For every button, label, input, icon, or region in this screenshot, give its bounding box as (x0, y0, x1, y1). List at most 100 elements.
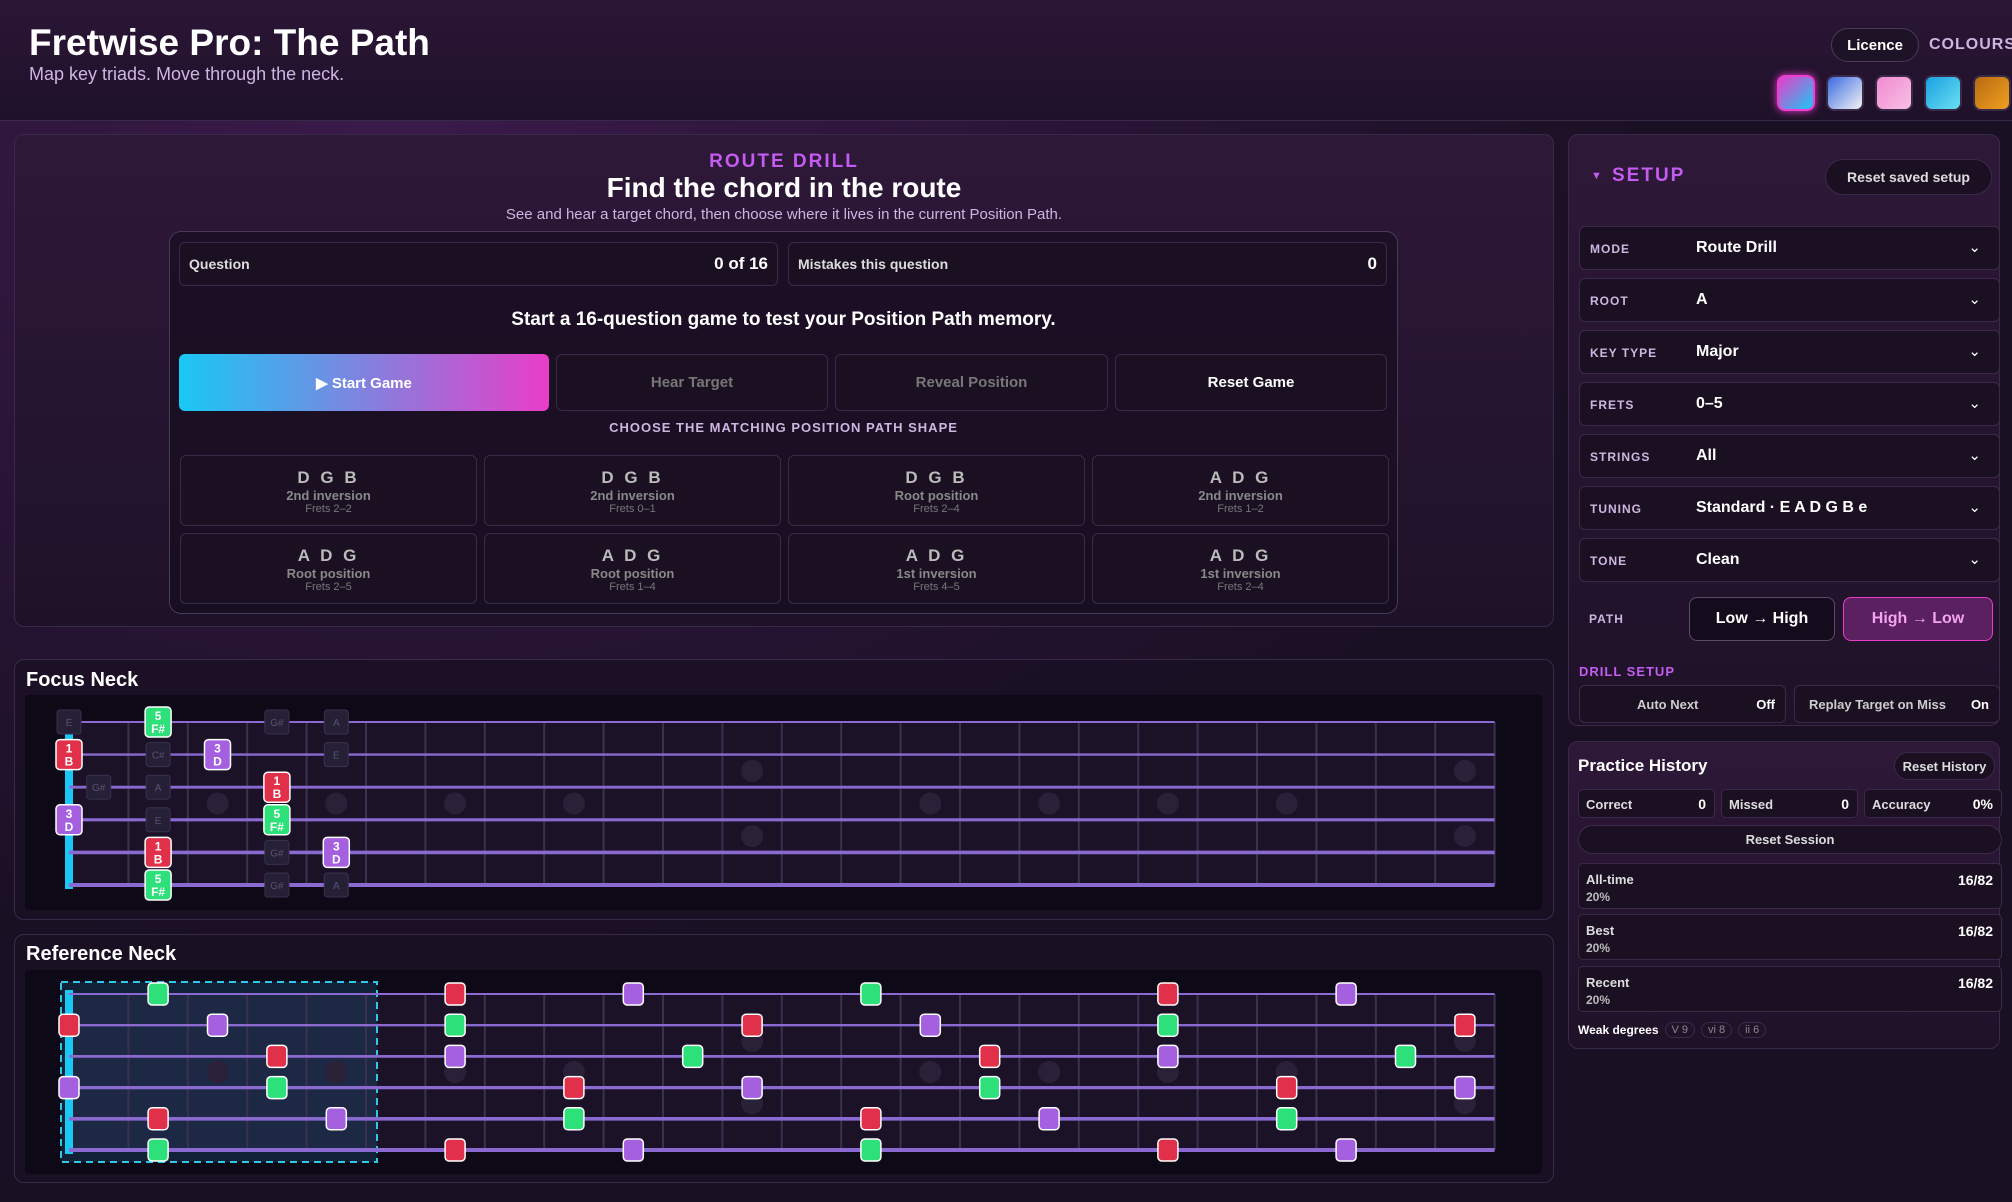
option-frets: Frets 2–5 (305, 581, 352, 593)
setup-field-key-type[interactable]: KEY TYPE Major ⌄ (1579, 330, 2000, 374)
ghost-note-label: E (66, 718, 73, 729)
field-key: FRETS (1590, 398, 1635, 412)
option-frets: Frets 2–4 (913, 503, 960, 515)
ghost-note (323, 872, 349, 898)
hear-target-button[interactable]: Hear Target (556, 354, 828, 411)
field-key: MODE (1590, 242, 1630, 256)
auto-next-toggle[interactable]: Auto Next Off (1579, 685, 1786, 723)
replay-target-toggle[interactable]: Replay Target on Miss On (1794, 685, 2000, 723)
option-notes: D G B (297, 468, 360, 487)
chevron-down-icon: ⌄ (1968, 551, 1981, 568)
reset-game-button[interactable]: Reset Game (1115, 354, 1387, 411)
marker-note: D (213, 755, 222, 769)
history-row-pct: 20% (1586, 941, 1611, 955)
ghost-note-label: A (333, 718, 340, 729)
question-label: Question (189, 256, 250, 272)
option-notes: A D G (1209, 468, 1272, 487)
path-low-high-button[interactable]: Low → High (1689, 597, 1835, 641)
chord-tone-marker-fifth (860, 1138, 882, 1162)
path-high-low-button[interactable]: High → Low (1843, 597, 1993, 641)
chevron-down-icon: ⌄ (1968, 395, 1981, 412)
correct-stat: Correct 0 (1578, 789, 1715, 818)
shape-option[interactable]: D G B 2nd inversion Frets 2–2 (180, 455, 477, 526)
chord-tone-marker-root (444, 1138, 466, 1162)
colour-swatch-neon[interactable] (1777, 75, 1815, 111)
shape-option[interactable]: A D G Root position Frets 1–4 (484, 533, 781, 604)
setup-field-strings[interactable]: STRINGS All ⌄ (1579, 434, 2000, 478)
marker-degree: 1 (274, 774, 281, 788)
fret-inlay (562, 792, 585, 815)
marker-degree: 1 (66, 742, 73, 756)
option-notes: A D G (601, 546, 664, 565)
reveal-position-button[interactable]: Reveal Position (835, 354, 1108, 411)
collapse-caret-icon[interactable]: ▼ (1591, 170, 1602, 182)
reset-session-button[interactable]: Reset Session (1578, 825, 2002, 854)
weak-degree-chip: vi 8 (1701, 1022, 1733, 1038)
weak-degrees: Weak degrees V 9 vi 8 ii 6 (1578, 1022, 1767, 1038)
marker-note: D (65, 820, 74, 834)
ghost-note-label: G# (92, 783, 106, 794)
history-row-label: All-time (1586, 872, 1634, 887)
setup-field-root[interactable]: ROOT A ⌄ (1579, 278, 2000, 322)
start-game-button[interactable]: ▶ Start Game (179, 354, 549, 411)
setup-field-frets[interactable]: FRETS 0–5 ⌄ (1579, 382, 2000, 426)
shape-option[interactable]: A D G 2nd inversion Frets 1–2 (1092, 455, 1389, 526)
option-frets: Frets 2–4 (1217, 581, 1264, 593)
option-inversion: 1st inversion (896, 566, 977, 581)
fret-inlay (1453, 825, 1476, 848)
colour-swatch-amber[interactable] (1973, 75, 2011, 111)
ghost-note-label: A (333, 881, 340, 892)
fret-inlay (444, 792, 467, 815)
app-subtitle: Map key triads. Move through the neck. (29, 64, 345, 84)
chord-tone-marker-root (58, 1013, 80, 1037)
chord-tone-marker-third (203, 738, 232, 771)
ghost-note-label: C# (152, 751, 165, 762)
shape-option[interactable]: D G B 2nd inversion Frets 0–1 (484, 455, 781, 526)
field-value: A (1696, 291, 1708, 308)
fret-inlay (206, 792, 229, 815)
field-key: TUNING (1590, 502, 1642, 516)
question-value: 0 of 16 (714, 254, 768, 273)
ghost-note (264, 839, 290, 865)
colour-swatch-electric[interactable] (1826, 75, 1864, 111)
option-frets: Frets 0–1 (609, 503, 656, 515)
setup-field-tone[interactable]: TONE Clean ⌄ (1579, 538, 2000, 582)
app-header (0, 0, 2012, 121)
option-notes: D G B (601, 468, 664, 487)
focus-neck: E G# A C# E G# A E G# G# A 5 F# 1 B 3 D 1 B 3 D 5 F# 1 B 3 D 5 F# (25, 695, 1542, 910)
reset-history-button[interactable]: Reset History (1894, 752, 1995, 780)
chord-tone-marker-root (563, 1075, 585, 1100)
licence-button[interactable]: Licence (1831, 28, 1919, 62)
colour-swatch-ice[interactable] (1924, 75, 1962, 111)
mistakes-stat: Mistakes this question 0 (788, 242, 1387, 286)
shape-option[interactable]: A D G Root position Frets 2–5 (180, 533, 477, 604)
colour-swatch-rose[interactable] (1875, 75, 1913, 111)
history-row-pct: 20% (1586, 890, 1611, 904)
option-notes: A D G (1209, 546, 1272, 565)
fret-inlay (741, 825, 764, 848)
accuracy-label: Accuracy (1872, 797, 1931, 812)
auto-next-label: Auto Next (1637, 697, 1699, 712)
marker-degree: 5 (155, 709, 162, 723)
chord-tone-marker-third (1157, 1044, 1179, 1069)
shape-option[interactable]: A D G 1st inversion Frets 2–4 (1092, 533, 1389, 604)
setup-title[interactable]: SETUP (1612, 165, 1686, 186)
path-label: PATH (1589, 612, 1624, 626)
chord-tone-marker-third (1335, 1138, 1357, 1162)
chord-tone-marker-fifth (681, 1044, 704, 1069)
shape-option[interactable]: A D G 1st inversion Frets 4–5 (788, 533, 1085, 604)
reset-saved-setup-button[interactable]: Reset saved setup (1825, 159, 1992, 195)
auto-next-state: Off (1756, 697, 1775, 712)
history-row: All-time 20% 16/82 (1578, 863, 2002, 909)
history-row-label: Recent (1586, 975, 1630, 990)
ghost-note-label: G# (270, 718, 284, 729)
setup-field-tuning[interactable]: TUNING Standard · E A D G B e ⌄ (1579, 486, 2000, 530)
shape-option[interactable]: D G B Root position Frets 2–4 (788, 455, 1085, 526)
question-stat: Question 0 of 16 (179, 242, 778, 286)
path-field: PATH (1579, 597, 2000, 641)
marker-degree: 3 (214, 742, 221, 756)
chevron-down-icon: ⌄ (1968, 291, 1981, 308)
setup-field-mode[interactable]: MODE Route Drill ⌄ (1579, 226, 2000, 270)
chord-tone-marker-root (55, 738, 83, 771)
field-value: Standard · E A D G B e (1696, 499, 1868, 516)
